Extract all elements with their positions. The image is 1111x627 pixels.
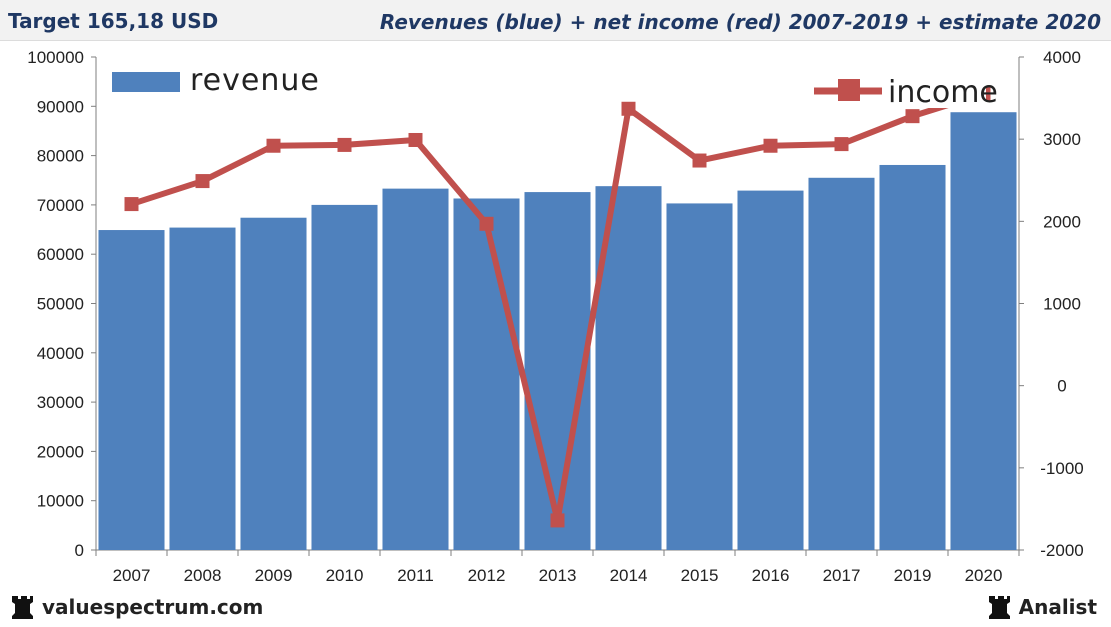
- x-tick-label: 2008: [184, 566, 222, 585]
- x-tick-label: 2017: [823, 566, 861, 585]
- x-tick-label: 2009: [255, 566, 293, 585]
- footer-brand-left: valuespectrum.com: [12, 594, 263, 620]
- income-point: [337, 137, 352, 152]
- right-tick-label: 2000: [1043, 212, 1081, 231]
- revenue-bar: [808, 177, 875, 550]
- right-tick-label: -1000: [1040, 459, 1083, 478]
- income-point: [195, 174, 210, 189]
- revenue-bar: [98, 230, 165, 550]
- legend-revenue-swatch: [112, 72, 180, 92]
- income-line-group: [124, 86, 991, 528]
- income-point: [266, 138, 281, 153]
- left-tick-label: 20000: [37, 442, 84, 461]
- legend-income-marker: [838, 79, 860, 101]
- income-point: [692, 153, 707, 168]
- left-tick-label: 30000: [37, 393, 84, 412]
- income-point: [763, 138, 778, 153]
- combo-chart: 0100002000030000400005000060000700008000…: [27, 48, 1084, 585]
- revenue-bar: [311, 204, 378, 550]
- left-tick-label: 10000: [37, 492, 84, 511]
- revenue-bars: [98, 112, 1017, 551]
- x-tick-label: 2020: [965, 566, 1003, 585]
- revenue-bar: [950, 112, 1017, 550]
- x-tick-label: 2015: [681, 566, 719, 585]
- x-tick-label: 2013: [539, 566, 577, 585]
- brand-left-text: valuespectrum.com: [42, 595, 264, 619]
- revenue-bar: [240, 217, 307, 550]
- right-tick-label: -2000: [1040, 541, 1083, 560]
- revenue-bar: [453, 198, 520, 550]
- revenue-bar: [666, 203, 733, 550]
- right-tick-label: 1000: [1043, 295, 1081, 314]
- brand-right-text: Analist: [1018, 595, 1097, 619]
- left-tick-label: 40000: [37, 344, 84, 363]
- income-point: [408, 132, 423, 147]
- revenue-bar: [524, 192, 591, 550]
- income-point: [621, 101, 636, 116]
- x-axis-ticks: 2007 2008 2009 2010 2011 2012 2013 2014 2015 2016…: [95, 550, 1020, 585]
- x-tick-label: 2016: [752, 566, 790, 585]
- x-tick-label: 2014: [610, 566, 648, 585]
- x-tick-label: 2007: [113, 566, 151, 585]
- left-tick-label: 70000: [37, 196, 84, 215]
- right-tick-label: 0: [1057, 377, 1066, 396]
- left-tick-label: 90000: [37, 97, 84, 116]
- chart-legend: revenue income: [112, 63, 998, 110]
- left-tick-label: 0: [75, 541, 84, 560]
- income-point: [124, 197, 139, 212]
- legend-income-label: income: [888, 75, 998, 110]
- income-point: [550, 513, 565, 528]
- income-point: [834, 137, 849, 152]
- left-tick-label: 60000: [37, 245, 84, 264]
- left-tick-label: 100000: [27, 48, 84, 67]
- right-tick-label: 3000: [1043, 130, 1081, 149]
- income-point: [905, 109, 920, 124]
- left-tick-label: 80000: [37, 147, 84, 166]
- x-tick-label: 2011: [397, 566, 434, 585]
- x-tick-label: 2019: [894, 566, 932, 585]
- revenue-bar: [382, 188, 449, 551]
- legend-revenue-label: revenue: [190, 63, 320, 98]
- revenue-bar: [169, 227, 236, 550]
- chart-title: Revenues (blue) + net income (red) 2007-…: [379, 10, 1101, 34]
- footer-brand-right: Analist: [988, 594, 1097, 620]
- income-point: [479, 216, 494, 231]
- header-bar: Target 165,18 USD Revenues (blue) + net …: [0, 0, 1111, 41]
- chess-rook-icon: [988, 596, 1010, 619]
- revenue-bar: [879, 164, 946, 550]
- x-tick-label: 2010: [326, 566, 364, 585]
- chess-rook-icon: [12, 596, 33, 619]
- revenue-bar: [737, 190, 804, 550]
- right-tick-label: 4000: [1043, 48, 1081, 67]
- left-tick-label: 50000: [37, 295, 84, 314]
- left-axis-ticks: 0 10000 20000 30000 40000 50000 60000 70000 8000…: [27, 48, 96, 560]
- x-tick-label: 2012: [468, 566, 506, 585]
- right-axis-ticks: -2000 -1000 0 1000 2000 3000 4000: [1019, 48, 1084, 560]
- ticker-label: Target 165,18 USD: [8, 9, 219, 33]
